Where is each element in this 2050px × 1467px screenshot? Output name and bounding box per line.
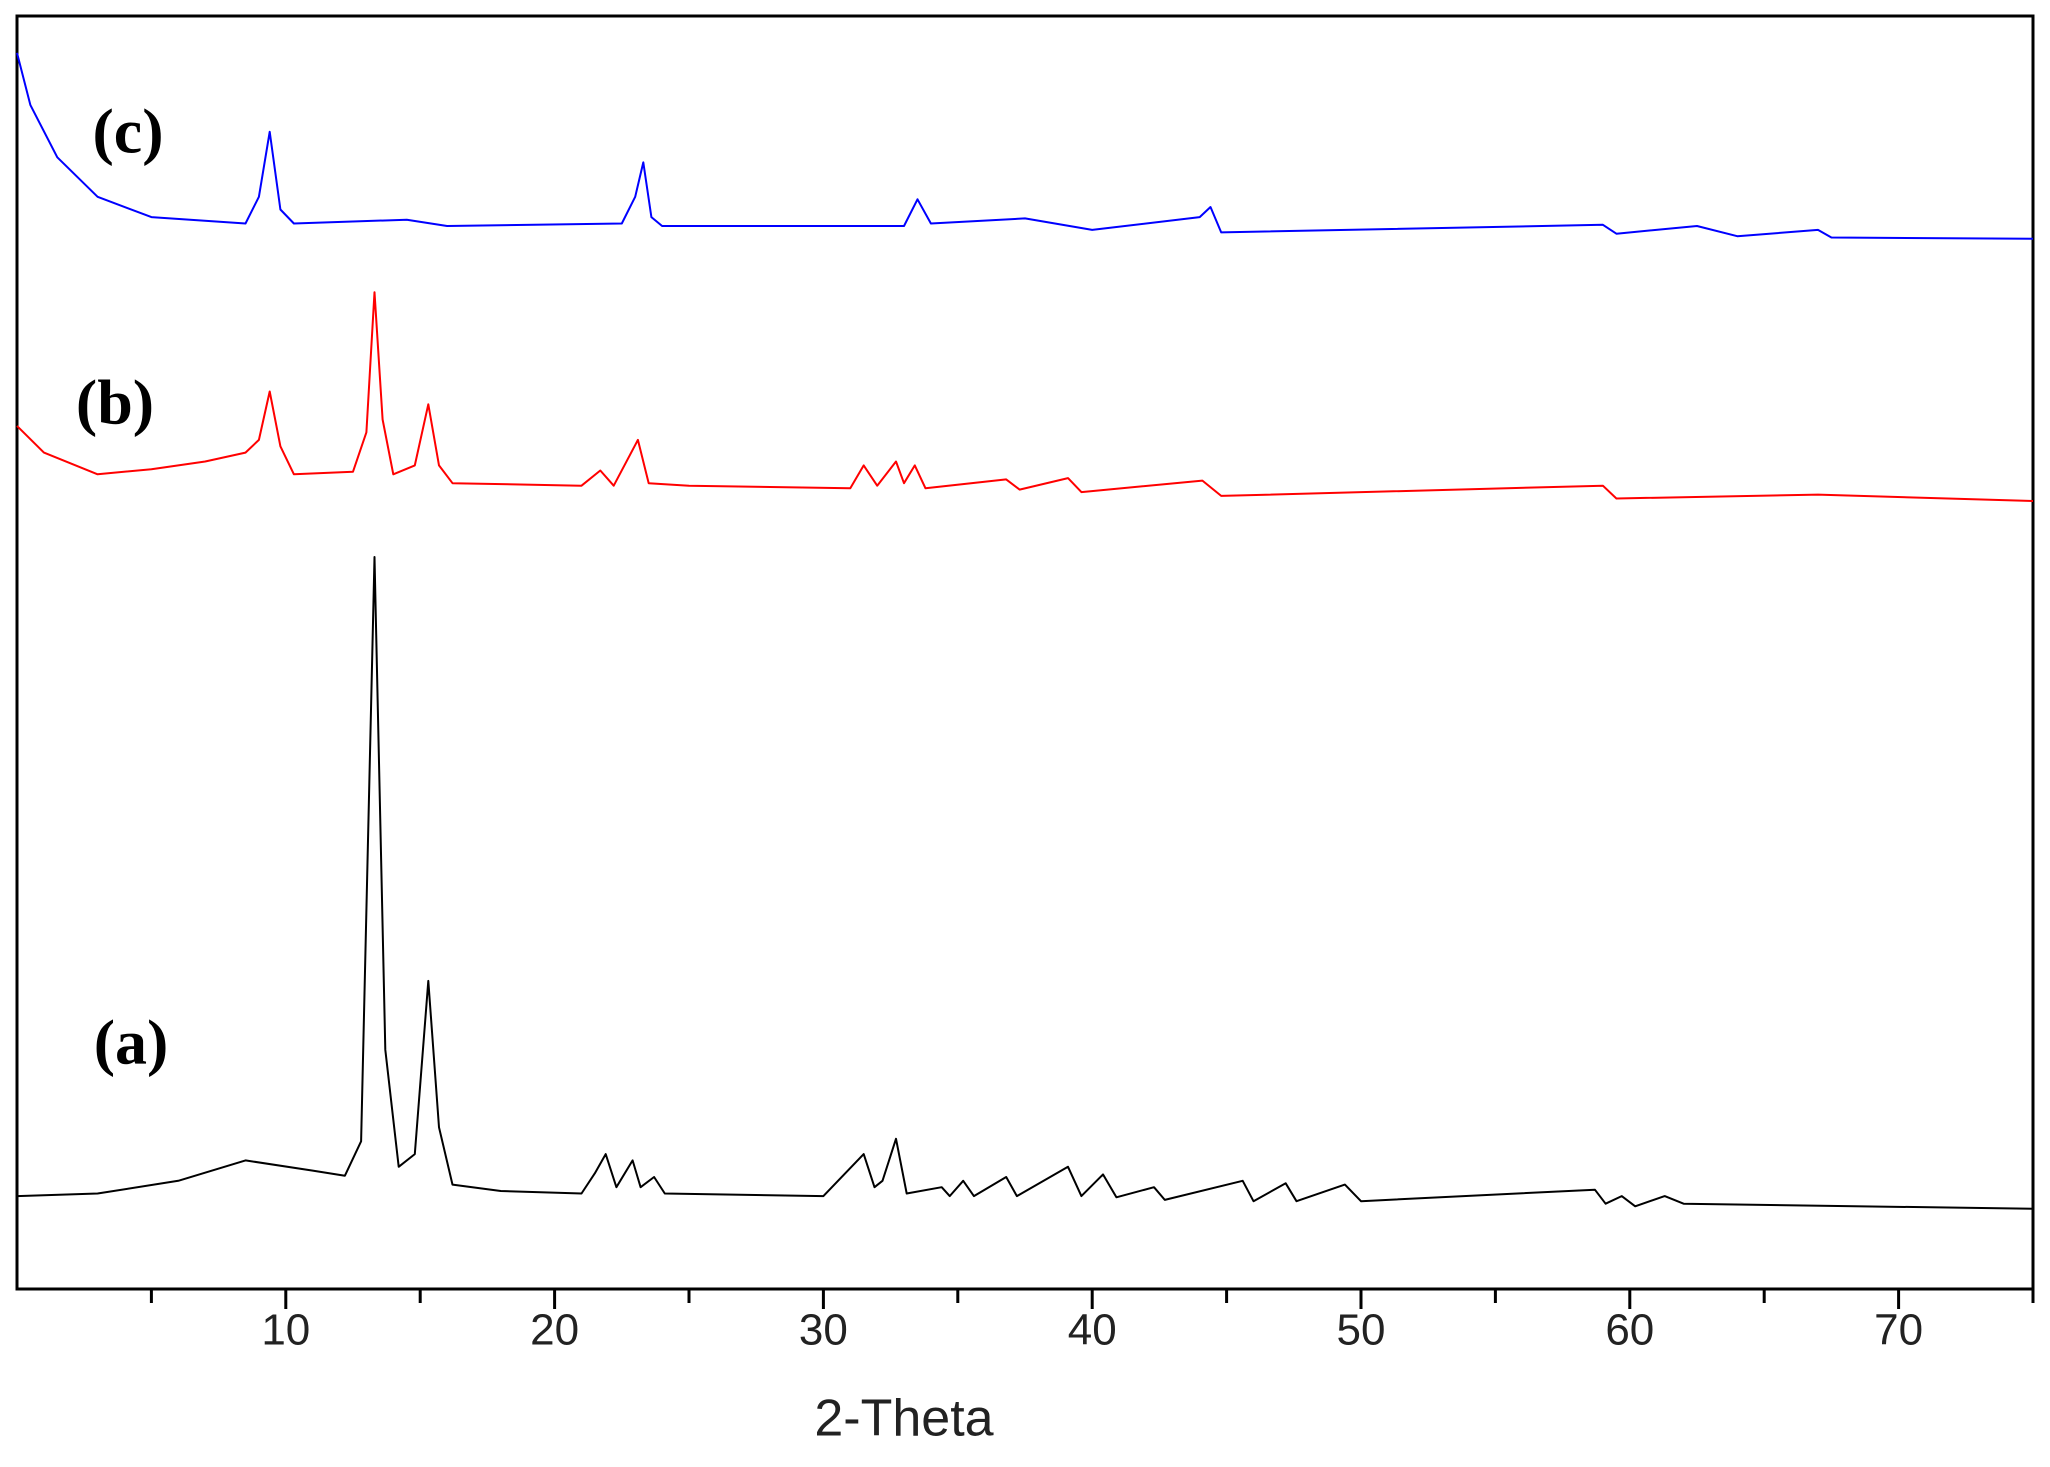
series-label: (c) — [92, 96, 163, 167]
series-line — [16, 52, 2034, 240]
x-tick-label: 70 — [1874, 1306, 1923, 1355]
x-tick-label: 30 — [799, 1306, 848, 1355]
x-axis-title: 2-Theta — [814, 1390, 993, 1448]
series-label: (a) — [94, 1007, 169, 1078]
x-tick-label: 10 — [261, 1306, 310, 1355]
plot-frame — [15, 14, 2035, 1291]
x-tick-label: 60 — [1605, 1306, 1654, 1355]
series-line — [16, 291, 2034, 502]
series-line — [16, 556, 2034, 1210]
series-label: (b) — [76, 367, 154, 438]
x-tick-label: 40 — [1068, 1306, 1117, 1355]
x-tick-label: 50 — [1337, 1306, 1386, 1355]
x-tick-label: 20 — [530, 1306, 579, 1355]
